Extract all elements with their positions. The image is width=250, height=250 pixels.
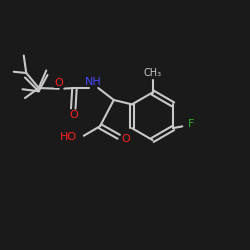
Text: O: O: [122, 134, 130, 144]
Text: O: O: [54, 78, 63, 88]
Text: CH₃: CH₃: [144, 68, 162, 78]
Text: O: O: [69, 110, 78, 120]
Text: F: F: [188, 120, 194, 130]
Text: NH: NH: [86, 77, 102, 87]
Text: HO: HO: [60, 132, 77, 142]
